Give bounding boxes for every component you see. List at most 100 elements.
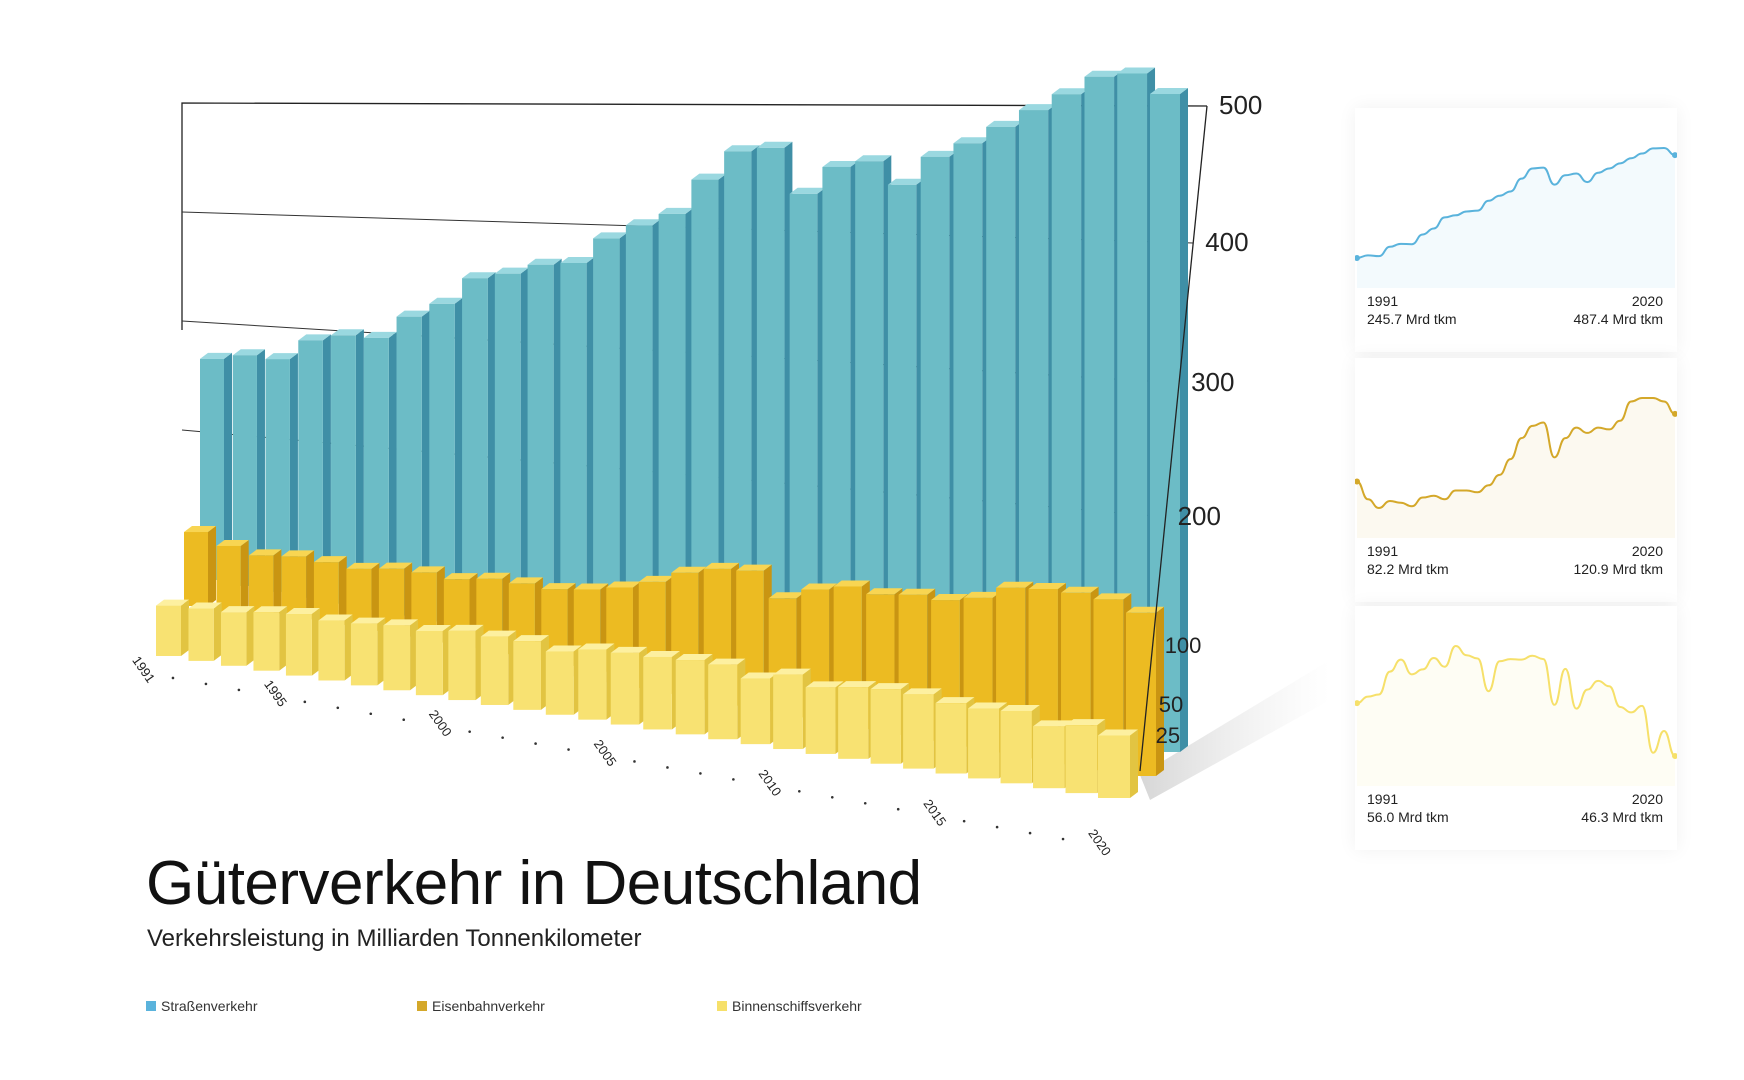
x-tick-dot xyxy=(567,748,570,751)
y-tick-label: 400 xyxy=(1205,227,1248,257)
sparkline-card-road: 1991 245.7 Mrd tkm 2020 487.4 Mrd tkm xyxy=(1355,108,1677,352)
bar-top xyxy=(606,581,641,588)
legend-label: Straßenverkehr xyxy=(161,998,258,1014)
start-value: 56.0 Mrd tkm xyxy=(1367,809,1449,825)
bar-top xyxy=(855,155,892,162)
bar-top xyxy=(638,575,674,582)
x-tick-dot xyxy=(732,778,735,781)
back-wall-frame xyxy=(181,102,1208,330)
bar-front xyxy=(610,652,640,725)
bar-side xyxy=(1180,88,1188,752)
bar-top xyxy=(1051,88,1090,95)
bar-side xyxy=(586,257,595,646)
bar-front xyxy=(545,651,574,715)
bar-top xyxy=(887,178,925,185)
x-tick-dot xyxy=(369,712,373,716)
bar-side xyxy=(240,539,249,612)
bar-inland xyxy=(675,654,713,735)
bar-side xyxy=(256,349,265,586)
sparkline-line xyxy=(1356,644,1676,757)
y-tick-label: 25 xyxy=(1156,723,1180,748)
bar-top xyxy=(331,329,364,336)
bar-top xyxy=(184,526,216,533)
x-tick-dot xyxy=(863,801,867,805)
sparkline-end-dot xyxy=(1672,410,1677,417)
bar-side xyxy=(454,297,463,622)
x-tick-label: 2020 xyxy=(1085,826,1114,858)
bar-front xyxy=(480,636,509,705)
bar-top xyxy=(740,672,779,679)
bar-side xyxy=(421,310,430,616)
bar-top xyxy=(513,635,549,642)
sparkline-area xyxy=(1357,646,1675,786)
x-tick-dot xyxy=(534,742,537,745)
bar-inland xyxy=(220,606,255,666)
bar-side xyxy=(377,617,386,686)
sparkline-line xyxy=(1356,397,1676,510)
bar-top xyxy=(318,614,353,621)
bar-top xyxy=(383,619,419,626)
bar-front xyxy=(188,608,214,661)
bar-side xyxy=(246,606,255,666)
bar-front xyxy=(870,689,901,764)
bar-inland xyxy=(1098,729,1138,798)
sparkline-area xyxy=(1357,148,1675,288)
bar-inland xyxy=(773,668,811,750)
sparkline-road xyxy=(1355,146,1677,288)
bar-front xyxy=(578,649,607,720)
bar-top xyxy=(281,550,315,557)
bar-front xyxy=(740,678,771,745)
bar-front xyxy=(675,660,705,735)
bar-top xyxy=(675,654,713,661)
bar-rail xyxy=(216,539,249,612)
x-tick-dot xyxy=(699,772,702,775)
bar-front xyxy=(285,614,312,676)
bar-top xyxy=(1093,593,1132,600)
bar-side xyxy=(355,329,364,604)
end-value: 487.4 Mrd tkm xyxy=(1573,311,1663,327)
bar-front xyxy=(318,620,345,681)
bar-side xyxy=(487,272,496,628)
bar-top xyxy=(298,334,331,341)
bar-top xyxy=(527,258,562,265)
bar-top xyxy=(643,650,680,657)
legend-label: Binnenschiffsverkehr xyxy=(732,998,862,1014)
bar-road xyxy=(462,272,496,628)
bar-inland xyxy=(513,635,549,710)
bar-top xyxy=(724,145,760,152)
sparkline-line xyxy=(1356,146,1676,259)
bar-top xyxy=(625,219,661,226)
bar-top xyxy=(708,658,746,665)
page-title: Güterverkehr in Deutschland xyxy=(146,849,922,918)
bar-inland xyxy=(578,643,615,720)
legend-item-inland: Binnenschiffsverkehr xyxy=(717,998,862,1014)
bar-front xyxy=(513,641,541,710)
bar-top xyxy=(545,645,582,652)
bar-top xyxy=(378,562,413,569)
x-tick-dot xyxy=(896,807,900,811)
sparkline-inland xyxy=(1355,644,1677,786)
x-tick-dot xyxy=(995,825,999,829)
end-year: 2020 xyxy=(1631,293,1663,309)
bar-top xyxy=(573,583,609,590)
bar-front xyxy=(415,630,443,696)
bar-front xyxy=(1098,735,1130,798)
bar-side xyxy=(289,353,298,592)
y-tick-label: 200 xyxy=(1178,501,1221,531)
bar-side xyxy=(208,526,216,606)
x-tick-dot xyxy=(798,790,801,793)
bar-road xyxy=(560,257,595,646)
legend-swatch xyxy=(717,1001,727,1011)
bar-top xyxy=(248,549,282,556)
bar-top xyxy=(415,624,451,631)
bar-top xyxy=(986,120,1024,127)
bar-top xyxy=(1098,729,1138,736)
bar-top xyxy=(476,572,511,579)
bar-road xyxy=(1150,88,1188,752)
y-tick-label: 500 xyxy=(1219,90,1262,120)
bar-top xyxy=(953,137,991,144)
bar-top xyxy=(411,566,445,573)
bar-top xyxy=(346,562,380,569)
legend-swatch xyxy=(146,1001,156,1011)
